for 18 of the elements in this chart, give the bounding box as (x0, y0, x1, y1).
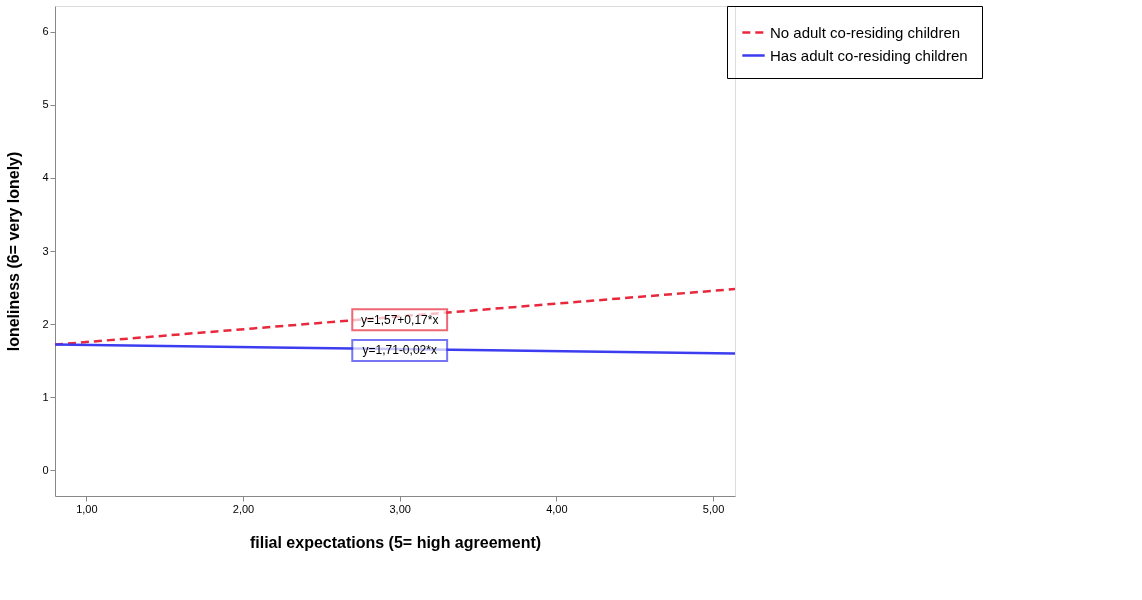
x-tick-label: 2,00 (232, 502, 255, 515)
x-tick-label: 4,00 (546, 502, 568, 515)
y-tick-label: 0 (42, 463, 49, 476)
y-tick-label: 4 (42, 171, 49, 184)
legend-label: Has adult co-residing children (770, 46, 968, 64)
y-tick-label: 2 (42, 317, 49, 330)
x-tick-label: 3,00 (389, 502, 411, 515)
y-tick-label: 1 (42, 390, 49, 403)
y-tick-label: 5 (42, 98, 49, 111)
legend-label: No adult co-residing children (770, 23, 961, 41)
annotation: y=1,57+0,17*x (361, 312, 439, 327)
y-tick-label: 3 (42, 244, 49, 257)
annotation: y=1,71-0,02*x (362, 343, 437, 358)
x-tick-label: 1,00 (76, 502, 98, 515)
x-tick-label: 5,00 (702, 502, 725, 515)
y-tick-label: 6 (42, 25, 49, 38)
x-axis-title: filial expectations (5= high agreement) (249, 533, 542, 551)
y-axis-title: loneliness (6= very lonely) (5, 151, 23, 352)
